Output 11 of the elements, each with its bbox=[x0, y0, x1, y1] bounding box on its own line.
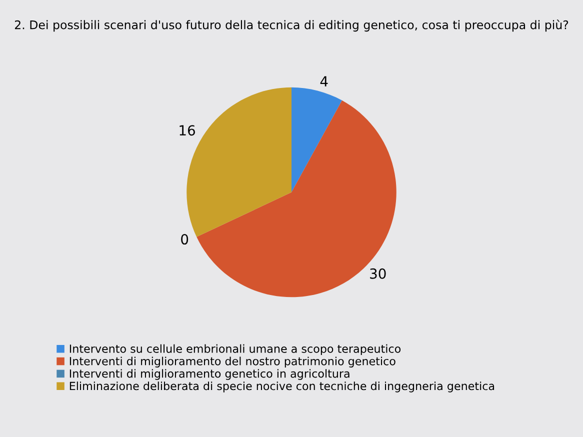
legend-label: Interventi di miglioramento genetico in agricoltura bbox=[70, 369, 350, 380]
pie-slice bbox=[292, 87, 342, 192]
legend-label: Interventi di miglioramento del nostro patrimonio genetico bbox=[70, 356, 396, 368]
chart-title: 2. Dei possibili scenari d'uso futuro della tecnica di editing genetico, cosa ti preoccupa di più? bbox=[14, 20, 568, 32]
pie-slice bbox=[196, 100, 396, 298]
data-label: 30 bbox=[370, 268, 386, 279]
legend-label: Intervento su cellule embrionali umane a scopo terapeutico bbox=[70, 344, 401, 356]
data-label: 4 bbox=[320, 76, 328, 86]
legend-label: Eliminazione deliberata di specie nocive con tecniche di ingegneria genetica bbox=[70, 382, 494, 392]
data-label: 16 bbox=[180, 125, 195, 136]
text: 0 bbox=[181, 234, 188, 245]
